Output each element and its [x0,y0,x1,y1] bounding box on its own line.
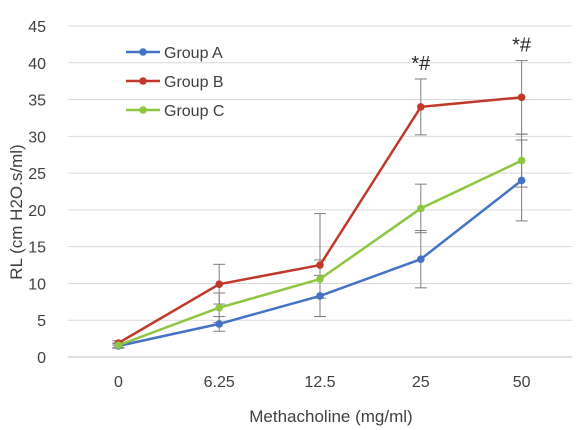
y-tick-label: 45 [28,19,46,36]
x-axis-label: Methacholine (mg/ml) [249,407,412,426]
data-point [517,93,526,102]
legend-label: Group C [164,103,224,120]
data-point [215,303,223,312]
legend-label: Group A [164,45,223,62]
x-tick-label: 25 [412,374,430,391]
y-tick-labels: 0 5 10 15 20 25 30 35 40 45 [28,19,46,367]
x-tick-label: 12.5 [304,374,335,391]
x-tick-label: 50 [513,374,531,391]
data-point [215,280,223,288]
legend: Group A Group B Group C [126,45,224,120]
data-point [316,261,324,269]
data-point [517,156,526,165]
data-point [316,275,324,283]
y-tick-label: 35 [28,93,46,110]
y-tick-label: 20 [28,203,46,220]
data-point [417,255,425,263]
legend-swatch-marker [139,48,147,56]
legend-swatch-marker [139,106,147,114]
y-axis-label: RL (cm H2O.s/ml) [7,144,26,279]
significance-annotations: *# *# [411,35,532,75]
significance-marker: *# [411,53,431,75]
data-point [114,341,123,350]
y-tick-label: 30 [28,129,46,146]
data-point [517,176,526,185]
data-point [316,292,324,300]
significance-marker: *# [512,35,532,57]
y-tick-label: 5 [37,313,46,330]
gridlines [68,25,572,358]
x-tick-label: 6.25 [204,374,235,391]
data-point [417,103,425,111]
x-tick-labels: 0 6.25 12.5 25 50 [114,374,531,391]
legend-swatch-marker [139,77,147,85]
y-tick-label: 10 [28,276,46,293]
y-tick-label: 15 [28,240,46,257]
data-point [417,204,425,213]
data-point [215,320,223,328]
legend-label: Group B [164,74,224,91]
y-tick-label: 25 [28,166,46,183]
y-tick-label: 0 [37,350,46,367]
x-tick-label: 0 [114,374,123,391]
y-tick-label: 40 [28,56,46,73]
data-points [114,93,526,350]
